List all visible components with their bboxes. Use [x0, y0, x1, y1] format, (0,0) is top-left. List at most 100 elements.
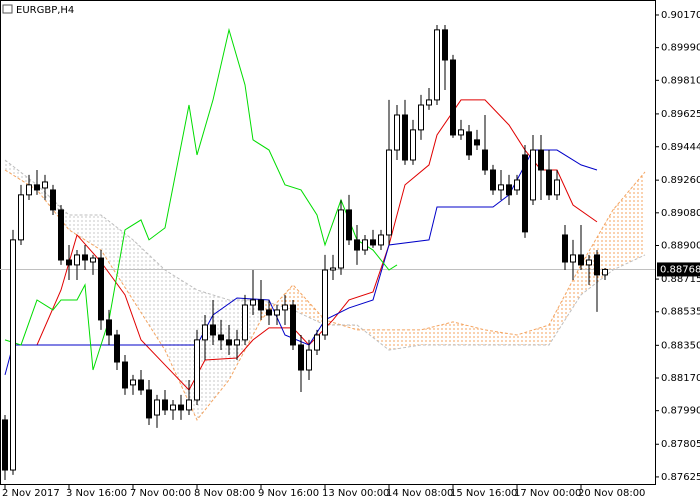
x-tick-label: 13 Nov 00:00	[322, 488, 389, 499]
candle-body	[338, 209, 344, 269]
x-tick-label: 3 Nov 16:00	[66, 488, 127, 499]
cloud-fill	[389, 329, 421, 351]
candle-body	[426, 99, 432, 106]
candle-body	[402, 114, 408, 161]
candle-body	[530, 149, 536, 201]
indicator-line	[4, 27, 398, 371]
candle-body	[26, 184, 32, 196]
last-price-label: 0.88768	[660, 264, 700, 275]
cloud-fill	[613, 171, 645, 271]
candle-body	[122, 361, 128, 389]
y-tick-label: 0.88535	[661, 307, 700, 318]
x-tick-label: 7 Nov 00:00	[130, 488, 191, 499]
candle-body	[2, 419, 8, 471]
cloud-fill	[549, 264, 581, 345]
candle-body	[162, 399, 168, 411]
candle-body	[410, 129, 416, 161]
plot	[0, 24, 655, 481]
candle-body	[34, 184, 40, 191]
candle-body	[498, 184, 504, 191]
candle-body	[442, 29, 448, 61]
candle-body	[130, 379, 136, 386]
candle-body	[490, 169, 496, 191]
candle-body	[274, 309, 280, 316]
candle-body	[98, 257, 104, 321]
candle-body	[562, 234, 568, 263]
candle-body	[514, 179, 520, 191]
plot-frame	[0, 0, 656, 485]
candle-body	[450, 59, 456, 136]
cloud-span	[4, 159, 646, 351]
candle-body	[522, 154, 528, 233]
candle-body	[170, 404, 176, 411]
candle-body	[66, 259, 72, 266]
candle-body	[258, 299, 264, 311]
candle-body	[330, 267, 336, 271]
candle-body	[482, 149, 488, 171]
candle-body	[474, 139, 480, 146]
candle-body	[218, 334, 224, 341]
candle-body	[298, 344, 304, 371]
cloud-fill	[485, 329, 517, 345]
candle-body	[90, 257, 96, 263]
candle-body	[378, 234, 384, 246]
candle-body	[386, 149, 392, 236]
candle-body	[354, 239, 360, 251]
cloud-fill	[453, 321, 485, 345]
candle-body	[362, 239, 368, 251]
candle-body	[282, 304, 288, 311]
candle-body	[266, 309, 272, 316]
y-tick-label: 0.89990	[661, 43, 700, 54]
candle-body	[346, 209, 352, 241]
candle-body	[138, 379, 144, 391]
candle-body	[506, 184, 512, 196]
cloud-fill	[69, 215, 101, 251]
y-tick-label: 0.89260	[661, 175, 700, 186]
candle-body	[18, 194, 24, 241]
x-tick-label: 17 Nov 00:00	[514, 488, 581, 499]
y-tick-label: 0.89810	[661, 75, 700, 86]
candle-body	[570, 254, 576, 263]
candle-body	[602, 268, 608, 276]
y-tick-label: 0.89625	[661, 109, 700, 120]
candle-body	[586, 259, 592, 266]
candle-body	[186, 399, 192, 411]
cloud-fill	[517, 324, 549, 345]
cloud-fill	[133, 239, 165, 351]
candle-body	[154, 399, 160, 416]
candle-body	[578, 254, 584, 266]
indicator-line	[4, 149, 598, 376]
candle-body	[290, 304, 296, 346]
x-tick-label: 15 Nov 16:00	[450, 488, 517, 499]
candle-body	[226, 339, 232, 346]
candle-body	[418, 104, 424, 131]
candle-body	[370, 239, 376, 246]
candle-body	[546, 169, 552, 196]
y-tick-label: 0.89080	[661, 208, 700, 219]
candle-body	[314, 334, 320, 351]
y-tick-label: 0.90170	[661, 10, 700, 21]
candle-body	[554, 179, 560, 196]
candle-body	[322, 269, 328, 336]
cloud-fill	[293, 284, 325, 325]
candle-body	[74, 254, 80, 266]
candle-body	[210, 324, 216, 336]
y-tick-label: 0.88170	[661, 373, 700, 384]
candle-body	[58, 209, 64, 261]
x-tick-label: 20 Nov 08:00	[578, 488, 645, 499]
y-tick-label: 0.87625	[661, 472, 700, 483]
indicator-line	[21, 99, 598, 391]
chart-title: EURGBP,H4	[16, 5, 74, 16]
candle-body	[194, 339, 200, 401]
cloud-fill	[421, 321, 453, 345]
candle-body	[10, 239, 16, 471]
candle-body	[458, 129, 464, 136]
candle-body	[394, 114, 400, 151]
candle-body	[114, 334, 120, 363]
candle-body	[42, 181, 48, 189]
y-tick-label: 0.87990	[661, 406, 700, 417]
y-tick-label: 0.89444	[661, 142, 700, 153]
candle-body	[594, 254, 600, 276]
candle-body	[538, 149, 544, 171]
